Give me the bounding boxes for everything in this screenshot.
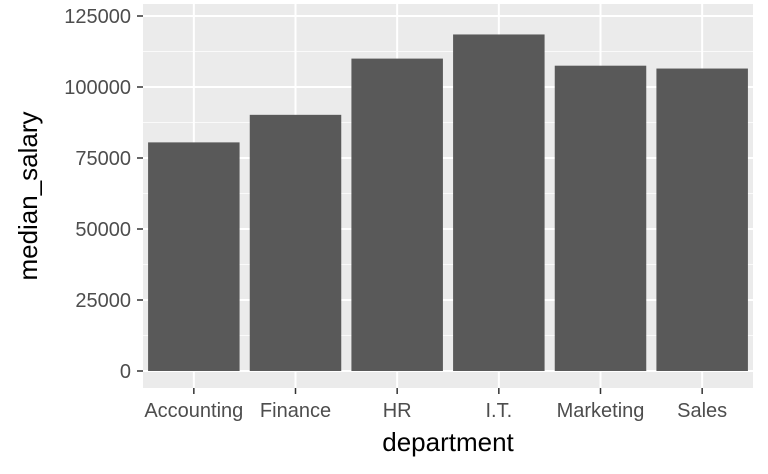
x-axis: Accounting Finance HR I.T. Marketing Sales — [144, 388, 727, 422]
y-axis-title: median_salary — [13, 111, 43, 280]
plot-panel — [143, 4, 753, 388]
y-tick-label: 50000 — [75, 219, 131, 241]
y-tick-label: 75000 — [75, 148, 131, 170]
bar — [249, 114, 342, 371]
bar — [453, 34, 545, 372]
x-tick-label: HR — [383, 400, 412, 422]
bar — [656, 68, 748, 371]
bars — [148, 34, 748, 372]
y-tick-label: 100000 — [64, 77, 131, 99]
y-tick-label: 0 — [120, 361, 131, 383]
x-tick-label: Accounting — [144, 400, 243, 422]
x-tick-label: Finance — [260, 400, 331, 422]
grid-minor — [143, 51, 753, 336]
y-tick-label: 125000 — [64, 6, 131, 28]
x-tick-label: Marketing — [557, 400, 645, 422]
bar — [554, 65, 647, 371]
bar — [351, 58, 443, 371]
x-tick-label: I.T. — [485, 400, 512, 422]
y-axis: 0 25000 50000 75000 100000 125000 — [64, 6, 143, 383]
x-tick-label: Sales — [677, 400, 727, 422]
bar — [148, 142, 240, 371]
x-axis-title: department — [382, 427, 514, 457]
y-tick-label: 25000 — [75, 290, 131, 312]
